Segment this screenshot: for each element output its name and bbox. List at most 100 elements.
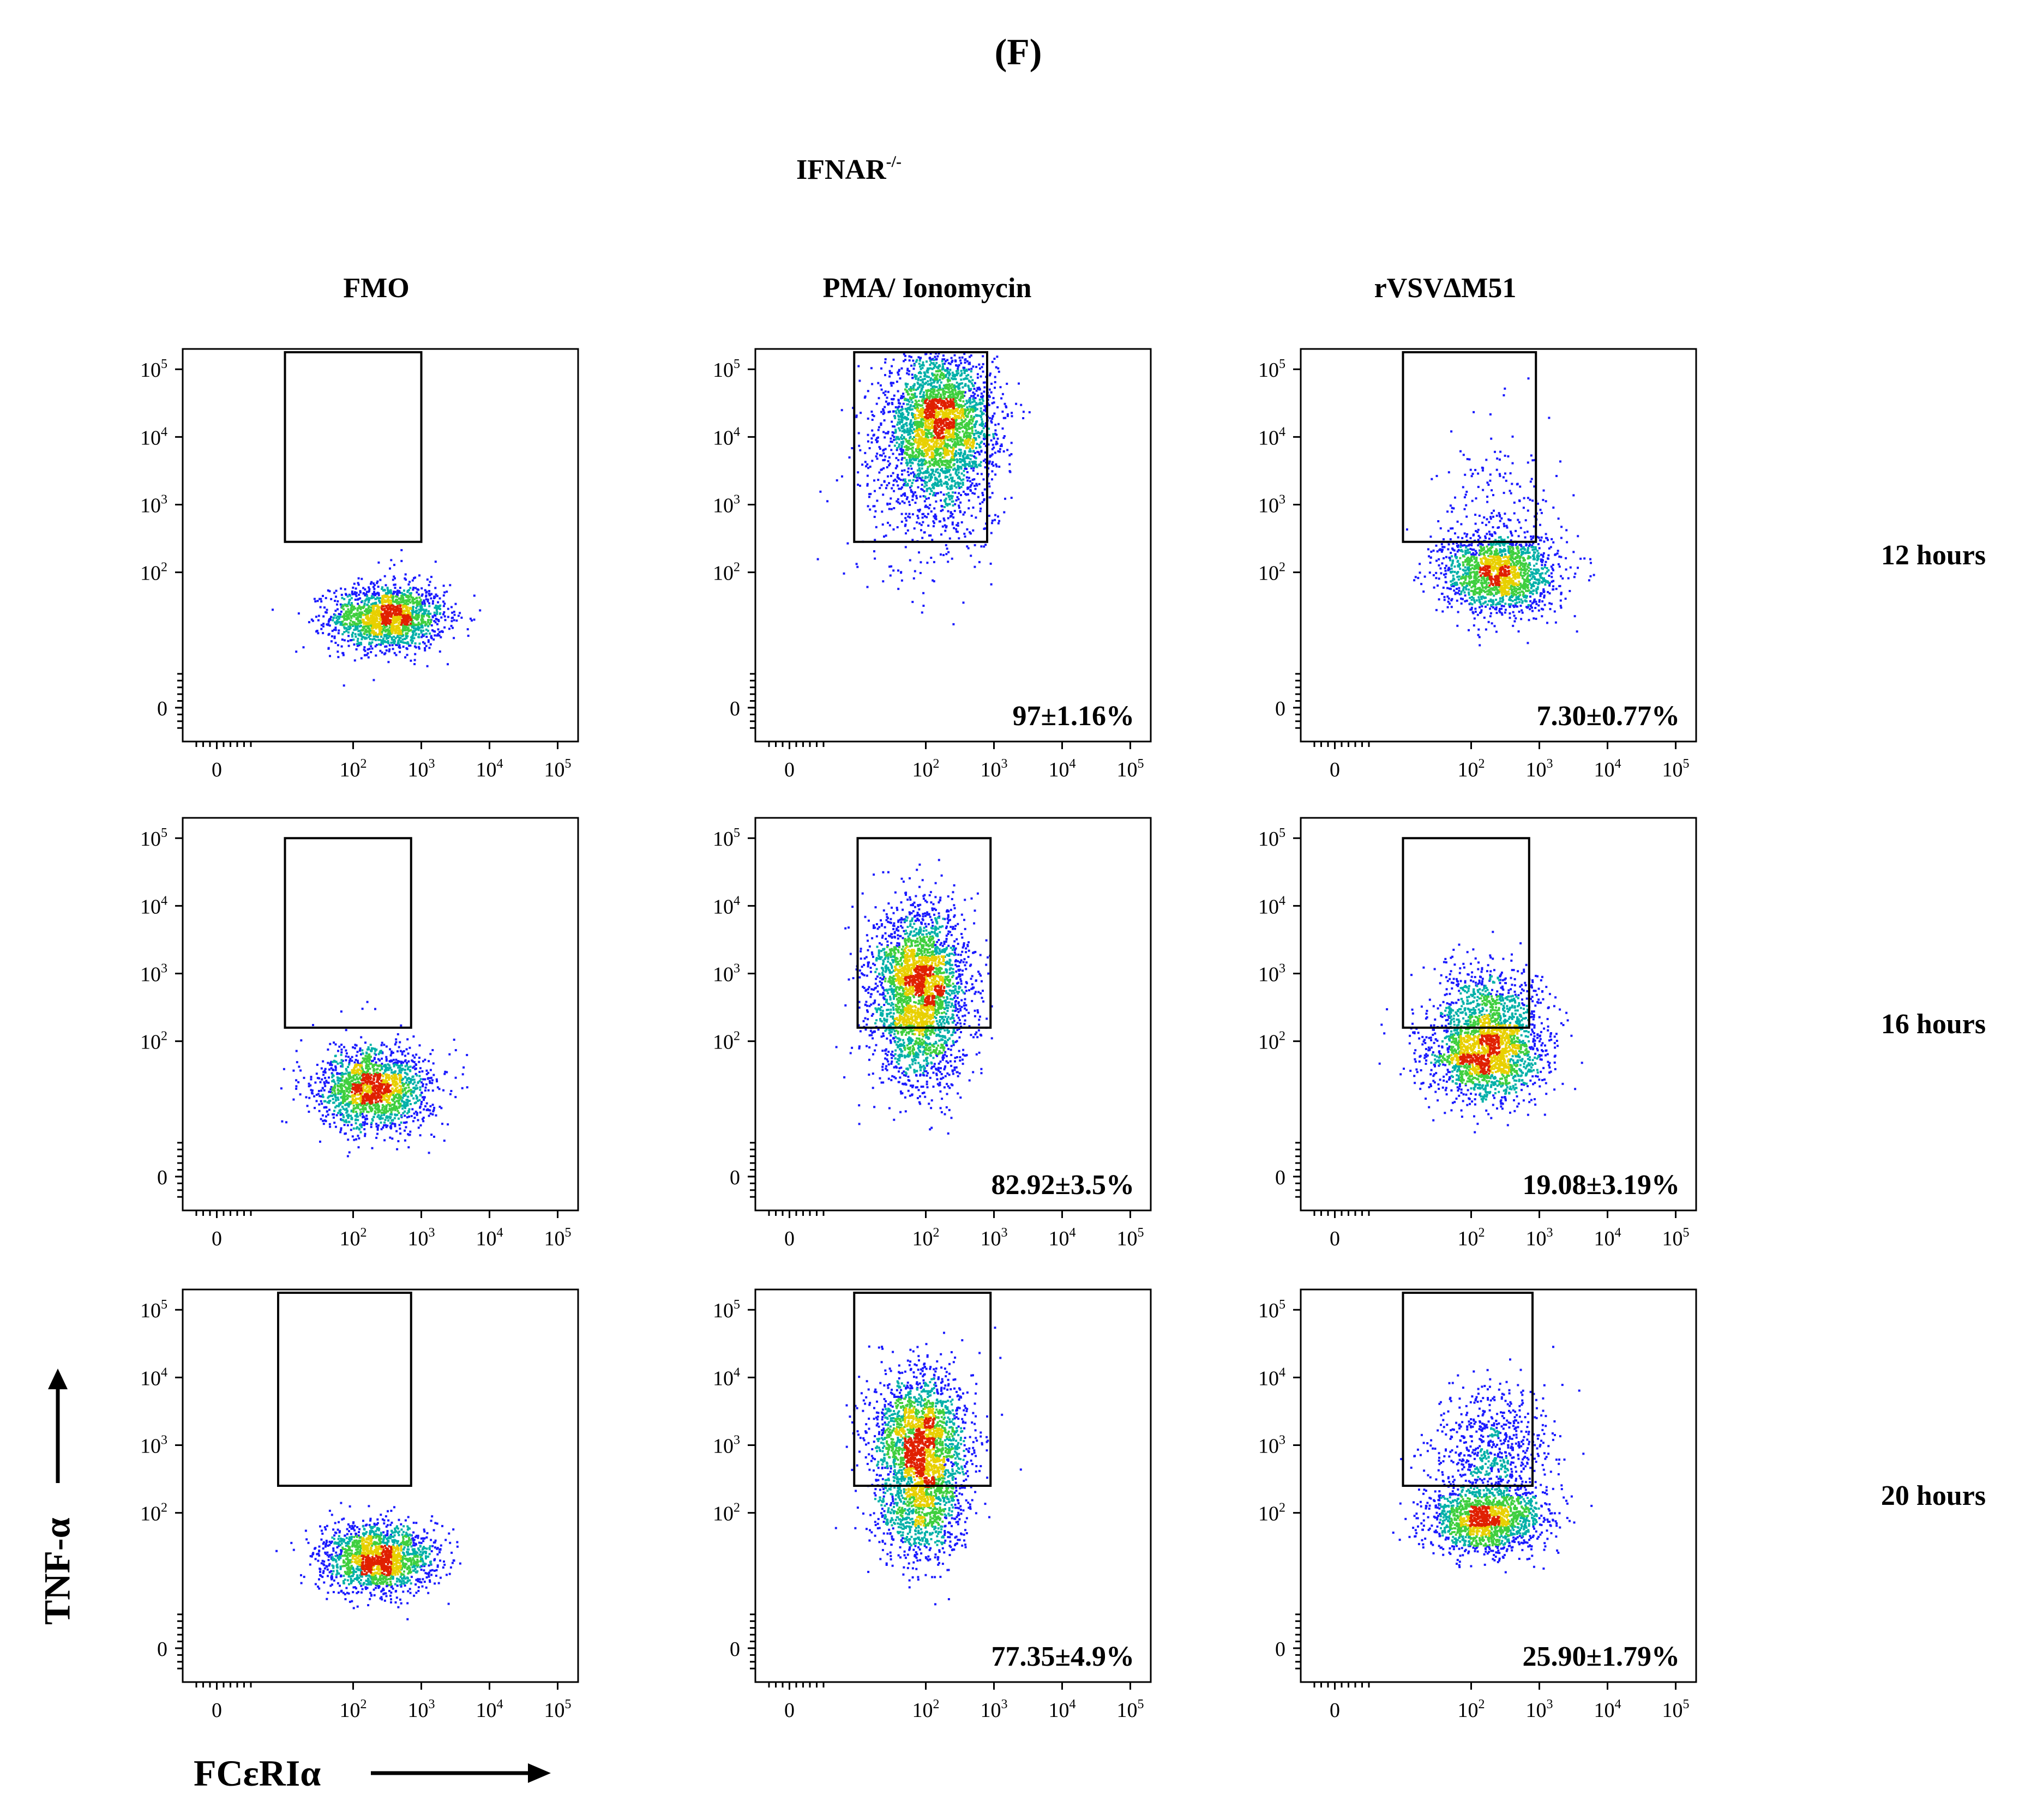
event-dot: [354, 607, 357, 610]
event-dot: [437, 633, 440, 636]
event-dot: [963, 420, 966, 423]
event-dot: [420, 587, 423, 590]
event-dot: [405, 635, 407, 637]
event-dot: [868, 496, 870, 498]
event-dot: [909, 397, 912, 400]
event-dot: [396, 594, 399, 596]
event-dot: [375, 592, 378, 595]
event-dot: [442, 594, 445, 597]
event-dot: [363, 605, 365, 607]
event-dot: [998, 520, 1001, 522]
event-dot: [977, 394, 980, 397]
event-dot: [365, 622, 367, 624]
event-dot: [851, 447, 854, 449]
x-tick-label: 0: [212, 758, 222, 781]
event-dot: [930, 510, 933, 513]
event-dot: [905, 451, 908, 454]
event-dot: [377, 610, 379, 612]
event-dot: [452, 626, 454, 629]
event-dot: [895, 412, 898, 414]
event-dot: [980, 473, 983, 475]
event-dot: [906, 529, 909, 532]
event-dot: [1450, 430, 1453, 433]
event-dot: [423, 601, 426, 604]
event-dot: [884, 373, 886, 376]
event-dot: [960, 404, 962, 407]
event-dot: [964, 426, 966, 429]
event-dot: [444, 619, 447, 622]
event-dot: [973, 485, 976, 487]
event-dot: [983, 545, 986, 548]
event-dot: [953, 467, 956, 470]
event-dot: [971, 492, 974, 495]
event-dot: [929, 465, 932, 467]
event-dot: [871, 460, 874, 462]
event-dot: [935, 411, 938, 414]
event-dot: [963, 436, 965, 438]
event-dot: [355, 595, 358, 598]
event-dot: [403, 605, 406, 608]
event-dot: [908, 439, 911, 442]
event-dot: [418, 633, 420, 636]
event-dot: [345, 612, 347, 615]
event-dot: [932, 405, 934, 407]
event-dot: [910, 355, 912, 358]
event-dot: [912, 367, 915, 370]
event-dot: [405, 599, 408, 602]
event-dot: [929, 379, 932, 382]
event-dot: [929, 359, 932, 362]
event-dot: [333, 635, 336, 638]
event-dot: [976, 443, 978, 445]
event-dot: [354, 587, 357, 590]
event-dot: [367, 607, 370, 609]
event-dot: [372, 613, 374, 616]
event-dot: [393, 616, 396, 618]
event-dot: [417, 628, 420, 630]
event-dot: [351, 590, 353, 593]
event-dot: [921, 467, 923, 470]
event-dot: [939, 376, 942, 378]
event-dot: [343, 631, 346, 634]
event-dot: [942, 411, 945, 414]
event-dot: [418, 623, 421, 626]
event-dot: [387, 604, 390, 606]
event-dot: [970, 395, 973, 397]
event-dot: [397, 629, 400, 632]
event-dot: [984, 466, 987, 469]
event-dot: [423, 613, 425, 616]
event-dot: [320, 598, 322, 600]
event-dot: [944, 529, 947, 532]
event-dot: [949, 396, 952, 399]
event-dot: [952, 433, 954, 436]
event-dot: [416, 600, 418, 603]
event-dot: [894, 417, 897, 419]
event-dot: [912, 386, 915, 389]
event-dot: [938, 429, 941, 432]
event-dot: [405, 601, 408, 603]
event-dot: [386, 612, 389, 614]
event-dot: [963, 474, 965, 477]
event-dot: [916, 521, 918, 524]
event-dot: [358, 644, 360, 647]
event-dot: [352, 625, 354, 628]
event-dot: [936, 425, 939, 427]
event-dot: [411, 613, 414, 616]
event-dot: [384, 645, 387, 648]
event-dot: [933, 359, 935, 361]
event-dot: [880, 484, 883, 486]
event-dot: [429, 612, 432, 615]
event-dot: [410, 596, 413, 599]
event-dot: [399, 613, 402, 616]
event-dot: [882, 449, 885, 451]
event-dot: [967, 493, 969, 496]
event-dot: [406, 628, 409, 630]
event-dot: [911, 601, 914, 603]
event-dot: [340, 610, 342, 613]
event-dot: [962, 513, 965, 516]
event-dot: [388, 623, 391, 625]
event-dot: [905, 459, 908, 461]
event-dot: [371, 619, 374, 622]
event-dot: [964, 466, 966, 468]
